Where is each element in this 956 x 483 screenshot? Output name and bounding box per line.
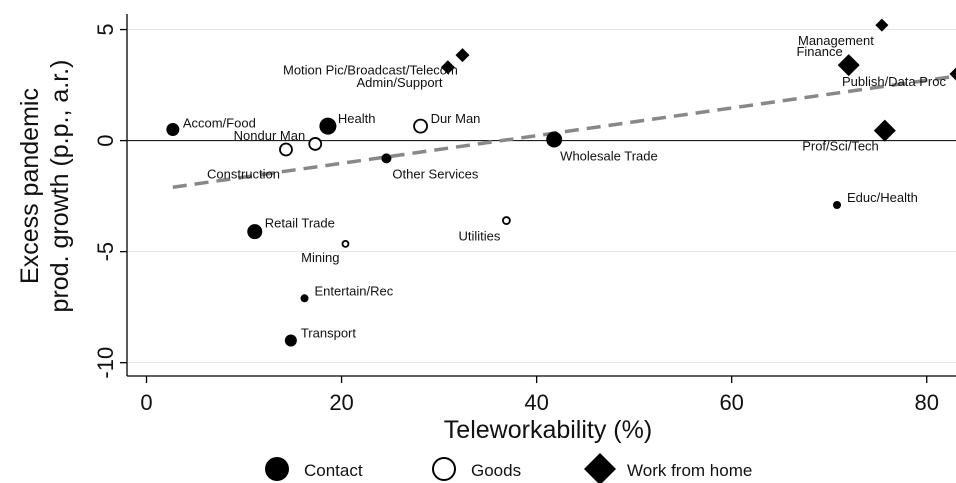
data-point — [873, 119, 896, 142]
point-label: Educ/Health — [847, 190, 918, 205]
data-point — [413, 118, 428, 134]
data-point — [455, 48, 470, 63]
y-tick-label: -5 — [93, 242, 118, 262]
point-label: Health — [338, 111, 376, 126]
point-label: Construction — [207, 166, 280, 181]
point-label: Admin/Support — [357, 75, 443, 90]
data-point — [284, 334, 297, 347]
x-tick-label: 40 — [524, 390, 548, 415]
point-label: Wholesale Trade — [560, 148, 658, 163]
legend-label-contact: Contact — [304, 461, 363, 480]
data-point — [546, 131, 563, 148]
x-tick-label: 60 — [719, 390, 743, 415]
data-point — [875, 18, 889, 32]
y-gridlines — [127, 29, 956, 364]
legend-label-goods: Goods — [471, 461, 521, 480]
y-axis-title: Excess pandemic prod. growth (p.p., a.r.… — [16, 60, 74, 313]
data-point — [833, 200, 842, 209]
legend: Contact Goods Work from home — [265, 453, 752, 483]
point-label: Mining — [301, 250, 339, 265]
data-point — [501, 216, 511, 225]
axes — [126, 14, 956, 377]
data-point — [949, 67, 956, 81]
y-tick-label: 0 — [93, 134, 118, 146]
data-point — [381, 153, 392, 164]
point-label: Management — [798, 33, 874, 48]
point-label: Entertain/Rec — [315, 283, 394, 298]
x-axis-title: Teleworkability (%) — [444, 416, 652, 444]
legend-marker-work-from-home — [584, 453, 616, 483]
point-label: Utilities — [458, 229, 500, 244]
y-ticks: 5 0 -5 -10 — [93, 23, 127, 379]
point-label: Accom/Food — [183, 115, 256, 130]
x-ticks: 0 20 40 60 80 — [140, 376, 939, 415]
y-axis-title-line-1: Excess pandemic — [16, 88, 44, 284]
legend-label-work-from-home: Work from home — [627, 461, 752, 480]
point-label: Prof/Sci/Tech — [802, 139, 879, 154]
point-label: Transport — [301, 325, 357, 340]
data-points — [166, 18, 956, 347]
data-point — [341, 239, 350, 248]
x-tick-label: 80 — [914, 390, 938, 415]
data-point — [440, 60, 455, 75]
data-point — [300, 294, 309, 303]
point-label: Publish/Data Proc — [842, 74, 947, 89]
data-point — [308, 137, 323, 151]
data-point — [279, 142, 293, 157]
legend-marker-contact — [265, 457, 289, 481]
data-point — [166, 122, 180, 136]
x-tick-label: 20 — [329, 390, 353, 415]
data-point — [247, 224, 263, 240]
point-label: Motion Pic/Broadcast/Telecom — [283, 62, 458, 77]
y-axis-title-line-2: prod. growth (p.p., a.r.) — [46, 60, 74, 313]
point-labels: Accom/Food Health Retail Trade Entertain/Re… — [183, 33, 947, 340]
point-label: Retail Trade — [265, 216, 335, 231]
point-label: Finance — [796, 44, 842, 59]
x-tick-label: 0 — [140, 390, 152, 415]
point-label: Other Services — [392, 166, 478, 181]
y-tick-label: 5 — [93, 23, 118, 35]
y-tick-label: -10 — [93, 347, 118, 379]
point-label: Nondur Man — [234, 128, 306, 143]
data-point — [837, 54, 860, 77]
point-label: Dur Man — [431, 111, 481, 126]
data-point — [319, 117, 337, 135]
legend-marker-goods — [432, 457, 456, 481]
